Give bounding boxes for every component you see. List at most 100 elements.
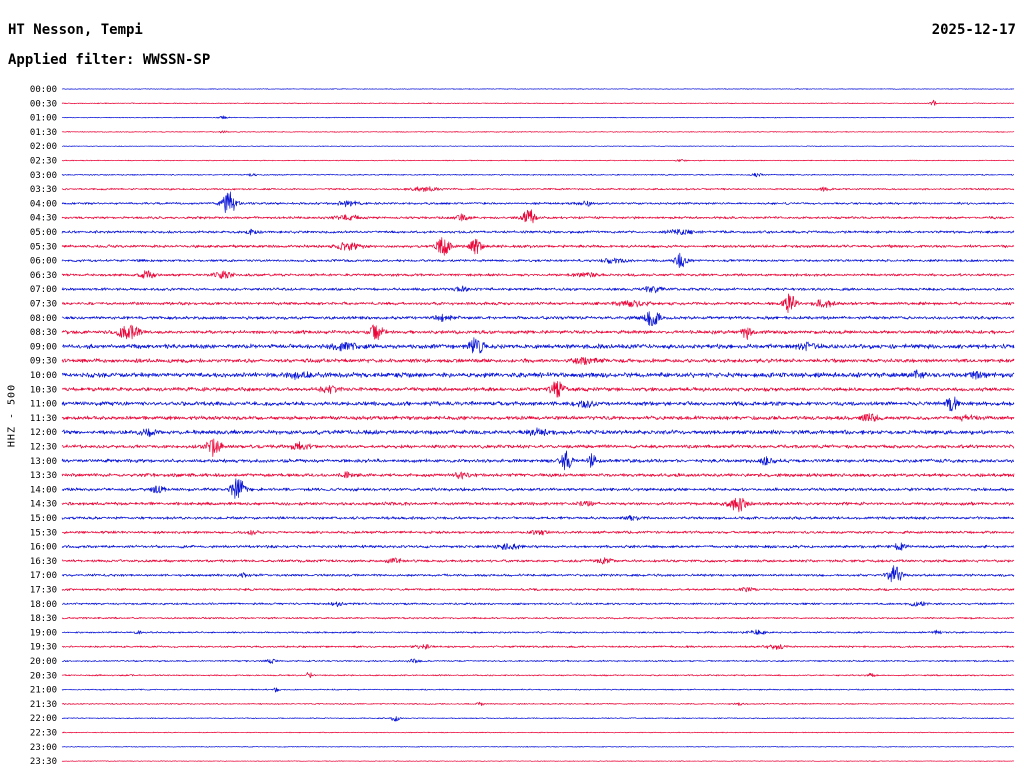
seismogram-trace xyxy=(61,99,1015,106)
trace-time-label: 16:00 xyxy=(30,543,57,553)
seismogram-trace xyxy=(61,450,1015,471)
station-title: HT Nesson, Tempi xyxy=(8,22,143,38)
trace-time-label: 06:30 xyxy=(30,271,57,281)
seismogram-trace xyxy=(61,731,1015,734)
trace-time-label: 04:00 xyxy=(30,199,57,209)
trace-time-label: 23:30 xyxy=(30,757,57,767)
seismogram-trace xyxy=(61,293,1015,314)
trace-time-label: 16:30 xyxy=(30,557,57,567)
seismogram-trace xyxy=(61,191,1015,214)
seismogram-trace xyxy=(61,471,1015,480)
trace-time-label: 07:30 xyxy=(30,300,57,310)
trace-time-label: 00:00 xyxy=(30,85,57,95)
trace-time-label: 23:00 xyxy=(30,743,57,753)
trace-time-label: 21:30 xyxy=(30,700,57,710)
trace-time-label: 10:30 xyxy=(30,385,57,395)
trace-time-label: 03:00 xyxy=(30,171,57,181)
trace-time-label: 19:00 xyxy=(30,628,57,638)
seismogram-trace xyxy=(61,746,1015,748)
trace-time-label: 14:00 xyxy=(30,485,57,495)
trace-time-label: 02:30 xyxy=(30,157,57,167)
trace-time-label: 02:00 xyxy=(30,142,57,152)
trace-time-label: 10:00 xyxy=(30,371,57,381)
trace-time-label: 06:00 xyxy=(30,257,57,267)
seismogram-trace xyxy=(61,209,1015,224)
seismogram-trace xyxy=(61,413,1015,422)
seismogram-trace xyxy=(61,145,1015,147)
seismogram-trace xyxy=(61,252,1015,269)
trace-time-label: 05:00 xyxy=(30,228,57,238)
seismogram-trace xyxy=(61,672,1015,678)
trace-time-label: 03:30 xyxy=(30,185,57,195)
trace-time-label: 14:30 xyxy=(30,500,57,510)
seismogram-trace xyxy=(61,324,1015,341)
seismogram-trace xyxy=(61,687,1015,693)
seismogram-trace xyxy=(61,601,1015,608)
seismogram-trace xyxy=(61,438,1015,457)
trace-time-label: 22:00 xyxy=(30,714,57,724)
trace-time-label: 05:30 xyxy=(30,242,57,252)
seismogram-trace xyxy=(61,529,1015,536)
trace-time-label: 08:00 xyxy=(30,314,57,324)
seismogram-trace xyxy=(61,658,1015,664)
seismogram-trace xyxy=(61,760,1015,762)
seismogram-trace xyxy=(61,716,1015,722)
trace-time-label: 09:30 xyxy=(30,357,57,367)
seismogram-trace xyxy=(61,616,1015,620)
seismogram-trace xyxy=(61,701,1015,707)
trace-time-label: 12:00 xyxy=(30,428,57,438)
seismogram-trace xyxy=(61,88,1015,90)
seismogram-trace xyxy=(61,270,1015,279)
seismogram-trace xyxy=(61,285,1015,294)
seismogram-trace xyxy=(61,478,1015,499)
seismogram-trace xyxy=(61,427,1015,438)
seismogram-trace xyxy=(61,369,1015,381)
seismogram-trace xyxy=(61,587,1015,593)
applied-filter-label: Applied filter: WWSSN-SP xyxy=(8,52,211,68)
seismogram-trace xyxy=(61,115,1015,120)
trace-time-label: 17:00 xyxy=(30,571,57,581)
trace-time-label: 13:00 xyxy=(30,457,57,467)
trace-time-label: 18:00 xyxy=(30,600,57,610)
seismogram-trace xyxy=(61,130,1015,134)
seismogram-trace xyxy=(61,515,1015,522)
trace-time-label: 01:30 xyxy=(30,128,57,138)
seismogram-trace xyxy=(61,381,1015,398)
date-label: 2025-12-17 xyxy=(931,22,1016,38)
seismogram-trace xyxy=(61,237,1015,256)
trace-time-label: 20:30 xyxy=(30,671,57,681)
trace-time-label: 11:30 xyxy=(30,414,57,424)
seismogram-trace xyxy=(61,311,1015,327)
trace-time-label: 19:30 xyxy=(30,643,57,653)
seismogram-trace xyxy=(61,186,1015,192)
trace-time-label: 22:30 xyxy=(30,729,57,739)
trace-time-label: 12:30 xyxy=(30,443,57,453)
trace-time-label: 01:00 xyxy=(30,114,57,124)
trace-time-label: 21:00 xyxy=(30,686,57,696)
seismogram-trace xyxy=(61,643,1015,650)
trace-time-label: 11:00 xyxy=(30,400,57,410)
seismogram-trace xyxy=(61,356,1015,366)
seismogram-trace xyxy=(61,337,1015,354)
seismogram-trace xyxy=(61,629,1015,635)
seismogram-trace xyxy=(61,557,1015,565)
seismogram-trace xyxy=(61,172,1015,178)
seismogram-trace xyxy=(61,228,1015,236)
trace-time-label: 20:00 xyxy=(30,657,57,667)
trace-time-label: 18:30 xyxy=(30,614,57,624)
trace-time-label: 07:00 xyxy=(30,285,57,295)
trace-time-label: 09:00 xyxy=(30,342,57,352)
seismogram-trace xyxy=(61,565,1015,583)
seismogram-trace xyxy=(61,497,1015,513)
seismogram-trace xyxy=(61,159,1015,162)
trace-time-label: 17:30 xyxy=(30,586,57,596)
trace-time-label: 13:30 xyxy=(30,471,57,481)
trace-time-label: 15:30 xyxy=(30,528,57,538)
seismogram-trace xyxy=(61,542,1015,551)
trace-time-label: 08:30 xyxy=(30,328,57,338)
trace-time-label: 04:30 xyxy=(30,214,57,224)
trace-time-label: 00:30 xyxy=(30,99,57,109)
trace-time-label: 15:00 xyxy=(30,514,57,524)
